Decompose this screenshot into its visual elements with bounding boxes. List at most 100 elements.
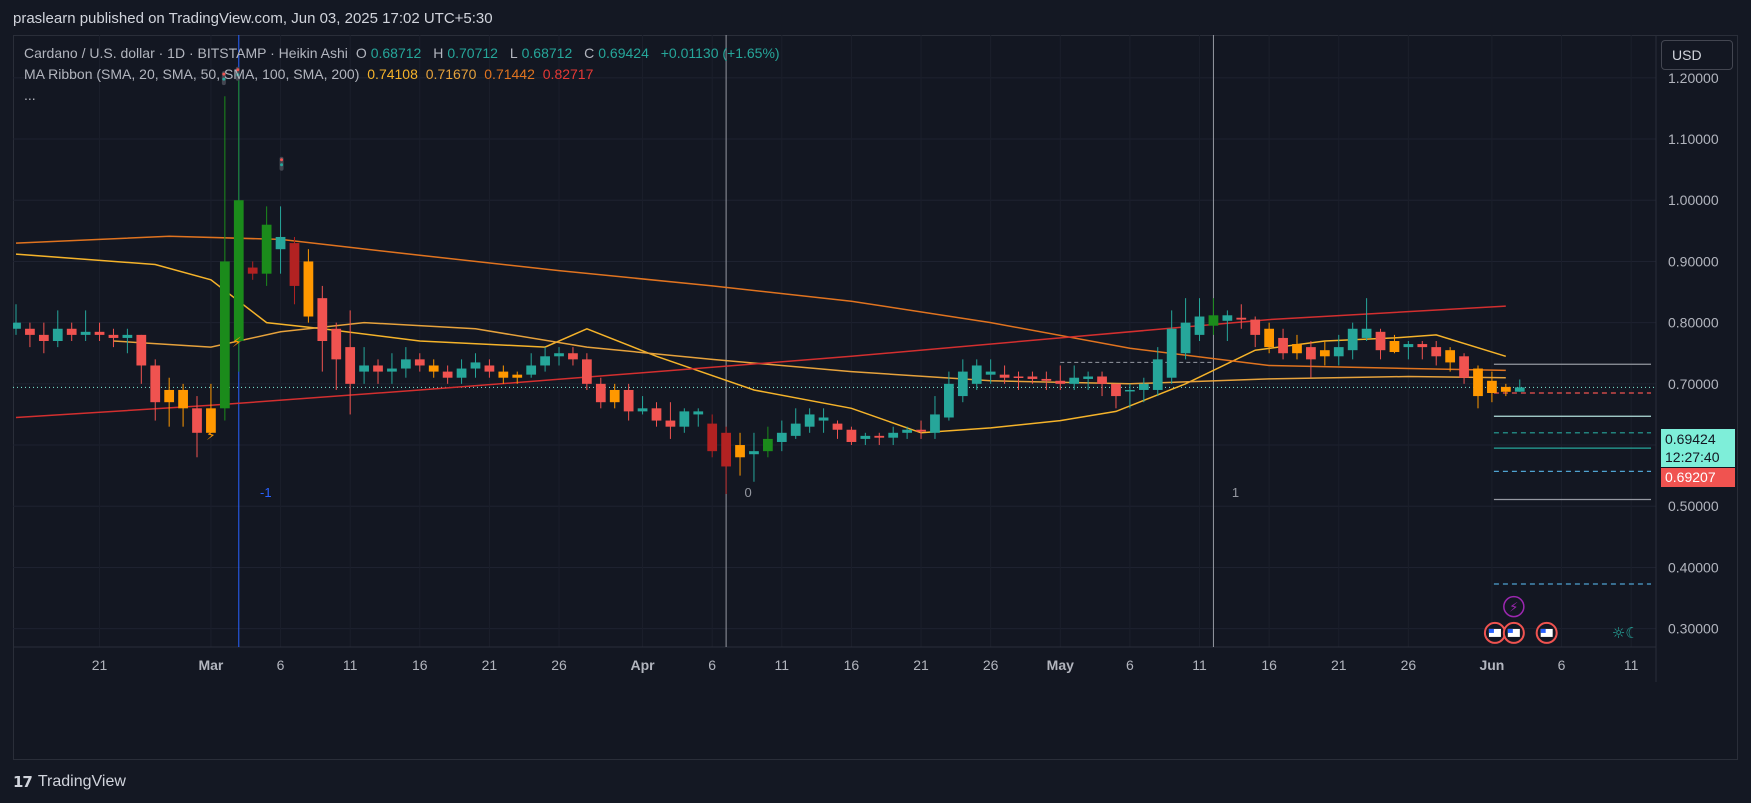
candle-body [400, 359, 411, 369]
candle-body [1013, 376, 1024, 378]
open-label: O [355, 45, 367, 61]
candle-body [1111, 383, 1121, 397]
tradingview-logo[interactable]: 𝟭𝟳 TradingView [13, 773, 126, 791]
signal-dot-icon [280, 158, 284, 162]
candle-body [1166, 328, 1177, 378]
candle-body [1292, 344, 1302, 354]
candle-body [721, 432, 731, 467]
candle-body [735, 445, 745, 458]
candle-body [749, 451, 759, 455]
candle-body [94, 331, 105, 335]
x-tick-label: 6 [277, 657, 285, 673]
candle-body [289, 243, 300, 286]
high-label: H [433, 45, 444, 61]
us-flag-canton-icon [1540, 628, 1546, 633]
candle-body [581, 359, 592, 384]
x-tick-label: 21 [1331, 657, 1347, 673]
candle-body [846, 429, 857, 442]
alt-price-value: 0.69207 [1665, 469, 1716, 485]
tradingview-logo-icon: 𝟭𝟳 [13, 774, 33, 791]
candle-body [944, 383, 954, 418]
candle-body [609, 389, 620, 403]
candle-body [1069, 377, 1080, 384]
x-tick-label: 21 [92, 657, 108, 673]
us-flag-canton-icon [1507, 628, 1513, 633]
candle-body [219, 261, 230, 409]
y-tick-label: 0.30000 [1668, 621, 1719, 637]
footer: 𝟭𝟳 TradingView [0, 760, 1751, 803]
candle-body [1208, 315, 1219, 326]
chart-canvas[interactable]: 1.20000 1.10000 1.00000 0.90000 0.80000 0.700… [13, 35, 1738, 760]
last-price-value: 0.69424 [1665, 431, 1716, 447]
us-flag-icon [1507, 628, 1520, 637]
candle-body [1347, 328, 1358, 351]
currency-button[interactable]: USD [1661, 40, 1733, 70]
signal-dot-icon [280, 163, 284, 167]
y-tick-label: 0.70000 [1668, 376, 1719, 392]
tradingview-brand: TradingView [37, 773, 126, 790]
candle-body [1138, 383, 1149, 390]
published-header: praslearn published on TradingView.com, … [0, 0, 1751, 38]
candle-body [1194, 316, 1205, 335]
x-tick-label: 16 [1261, 657, 1277, 673]
candle-body [345, 347, 356, 384]
candle-body [1319, 350, 1330, 357]
moon-phase-icon: ☼☾ [1612, 624, 1639, 642]
candle-body [860, 435, 871, 439]
candle-body [916, 429, 926, 432]
candle-body [957, 371, 968, 397]
chart-frame[interactable] [13, 35, 1738, 760]
candle-body [1306, 347, 1316, 360]
cycle-label: 0 [744, 485, 751, 500]
legend-more-button[interactable]: ... [24, 87, 36, 103]
ma-line [15, 305, 1506, 419]
lightning-event-icon [1503, 595, 1525, 618]
candle-body [275, 236, 286, 250]
candle-body [651, 408, 662, 421]
candle-body [206, 408, 216, 433]
candle-body [1403, 344, 1414, 348]
candle-body [999, 374, 1010, 378]
candle-body [1180, 322, 1191, 354]
candle-body [317, 298, 328, 341]
candle-body [888, 432, 899, 438]
candle-body [359, 365, 369, 372]
candle-body [1097, 376, 1107, 384]
candle-body [1514, 387, 1525, 392]
candle-body [1027, 376, 1038, 379]
candle-body [136, 334, 147, 366]
cycle-label: -1 [260, 485, 272, 500]
published-text: praslearn published on TradingView.com, … [13, 10, 493, 27]
symbol-line: Cardano / U.S. dollar · 1D · BITSTAMP · … [24, 45, 348, 61]
candle-body [25, 328, 35, 335]
y-tick-label: 1.00000 [1668, 192, 1719, 208]
signal-dot-icon [236, 68, 240, 72]
candle-body [1333, 347, 1344, 357]
x-tick-label: Mar [198, 657, 223, 673]
signal-dot-icon [222, 77, 226, 81]
x-tick-label: 11 [343, 657, 358, 673]
ma50-value: 0.71670 [425, 66, 477, 82]
candle-body [80, 331, 91, 335]
candle-body [164, 389, 175, 403]
x-tick-label: May [1047, 657, 1074, 673]
candle-body [470, 362, 481, 369]
last-price-tag: 0.69424 12:27:40 [1661, 429, 1735, 467]
candle-body [1250, 319, 1261, 335]
candle-body [971, 365, 982, 384]
candle-body [1236, 317, 1247, 320]
close-value: 0.69424 [598, 45, 649, 61]
candle-body [512, 374, 523, 378]
candle-body [498, 371, 509, 378]
candle-body [233, 200, 244, 341]
candle-body [1041, 378, 1052, 381]
candle-body [1389, 341, 1400, 353]
candle-body [776, 432, 787, 442]
countdown-value: 12:27:40 [1665, 449, 1720, 465]
ma-ribbon-legend: MA Ribbon (SMA, 20, SMA, 50, SMA, 100, S… [24, 66, 597, 82]
candle-body [192, 408, 202, 433]
x-tick-label: 16 [844, 657, 860, 673]
candle-body [178, 389, 188, 409]
x-tick-label: 26 [983, 657, 999, 673]
x-tick-label: 21 [482, 657, 498, 673]
